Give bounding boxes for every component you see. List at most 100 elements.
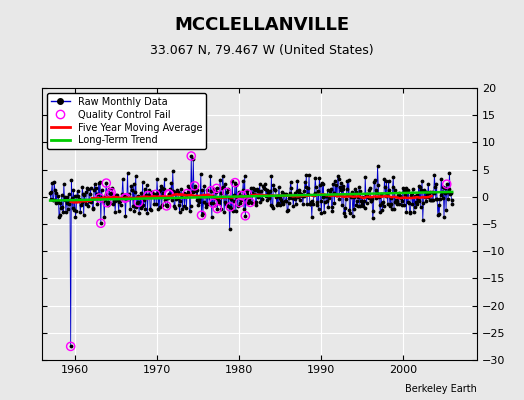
Point <box>98 194 106 200</box>
Point <box>89 205 97 212</box>
Point <box>87 199 95 206</box>
Point <box>429 196 437 203</box>
Point <box>102 191 110 197</box>
Point <box>395 201 403 207</box>
Point <box>252 202 260 208</box>
Point <box>77 202 85 208</box>
Point <box>322 192 330 199</box>
Point <box>282 191 291 197</box>
Point <box>329 180 337 187</box>
Point <box>131 188 139 195</box>
Point <box>280 191 289 197</box>
Point <box>278 199 287 205</box>
Point <box>366 198 375 204</box>
Point <box>283 207 291 214</box>
Point <box>100 194 108 200</box>
Point <box>311 175 320 181</box>
Point <box>91 181 99 188</box>
Point <box>337 180 345 186</box>
Point <box>377 191 385 197</box>
Point <box>161 196 169 203</box>
Point <box>116 198 124 204</box>
Point <box>381 193 390 199</box>
Point <box>102 180 111 186</box>
Point <box>263 196 271 203</box>
Point <box>135 209 144 216</box>
Point <box>165 191 173 198</box>
Point <box>368 195 376 202</box>
Point <box>336 183 344 190</box>
Point <box>96 220 105 226</box>
Point <box>301 184 310 190</box>
Point <box>156 204 164 210</box>
Point <box>210 185 218 192</box>
Point <box>121 213 129 220</box>
Point <box>48 180 57 186</box>
Point <box>203 187 211 194</box>
Point <box>238 187 247 194</box>
Point <box>361 204 369 211</box>
Point <box>276 201 285 208</box>
Point <box>187 203 195 210</box>
Point <box>399 185 407 192</box>
Point <box>323 187 332 193</box>
Point <box>64 206 72 212</box>
Point <box>314 206 323 212</box>
Point <box>126 206 135 212</box>
Point <box>435 196 444 202</box>
Point <box>209 200 217 206</box>
Point <box>390 187 399 193</box>
Point <box>308 198 316 204</box>
Point <box>132 204 140 210</box>
Point <box>123 194 131 200</box>
Point <box>146 206 155 213</box>
Point <box>193 186 202 193</box>
Point <box>163 202 171 208</box>
Point <box>432 180 441 187</box>
Point <box>417 187 425 194</box>
Point <box>207 188 215 194</box>
Point <box>413 201 421 207</box>
Point <box>122 194 130 201</box>
Point <box>241 212 249 219</box>
Point <box>265 194 273 201</box>
Point <box>279 201 287 208</box>
Point <box>61 194 69 200</box>
Point <box>319 181 328 187</box>
Point <box>357 198 365 204</box>
Point <box>318 180 326 186</box>
Point <box>408 201 417 208</box>
Point <box>80 212 88 218</box>
Point <box>319 194 327 200</box>
Point <box>345 177 353 183</box>
Point <box>425 189 434 195</box>
Point <box>394 192 402 198</box>
Point <box>363 190 372 197</box>
Point <box>346 210 354 216</box>
Point <box>84 185 92 192</box>
Point <box>390 206 398 213</box>
Point <box>154 206 162 212</box>
Point <box>162 203 171 209</box>
Point <box>51 187 59 194</box>
Point <box>404 187 412 193</box>
Point <box>239 178 247 184</box>
Point <box>361 174 369 180</box>
Point <box>303 184 312 191</box>
Point <box>231 180 239 186</box>
Point <box>104 199 113 206</box>
Point <box>374 182 383 188</box>
Legend: Raw Monthly Data, Quality Control Fail, Five Year Moving Average, Long-Term Tren: Raw Monthly Data, Quality Control Fail, … <box>47 93 206 149</box>
Point <box>221 181 230 188</box>
Point <box>196 193 204 199</box>
Point <box>102 180 111 186</box>
Point <box>210 202 219 208</box>
Point <box>373 190 381 196</box>
Point <box>338 202 346 209</box>
Point <box>372 195 380 202</box>
Point <box>151 191 160 198</box>
Point <box>409 186 418 192</box>
Point <box>73 193 81 199</box>
Point <box>363 200 371 206</box>
Point <box>281 198 290 204</box>
